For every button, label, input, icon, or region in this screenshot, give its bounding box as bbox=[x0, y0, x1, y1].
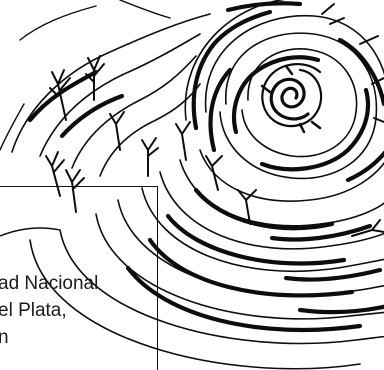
caption-line-3: n bbox=[0, 327, 9, 348]
caption-line-1: ad Nacional bbox=[0, 273, 99, 294]
caption-line-2: el Plata, bbox=[0, 300, 67, 321]
caption-text: ad Nacional el Plata, n bbox=[0, 270, 168, 351]
reaching-hands bbox=[45, 3, 384, 237]
caption-frame bbox=[0, 186, 158, 370]
spiral-rings bbox=[11, 0, 384, 370]
vortex-center bbox=[260, 63, 323, 134]
spiral-rings-bold bbox=[27, 1, 384, 333]
outer-contours bbox=[0, 0, 171, 237]
